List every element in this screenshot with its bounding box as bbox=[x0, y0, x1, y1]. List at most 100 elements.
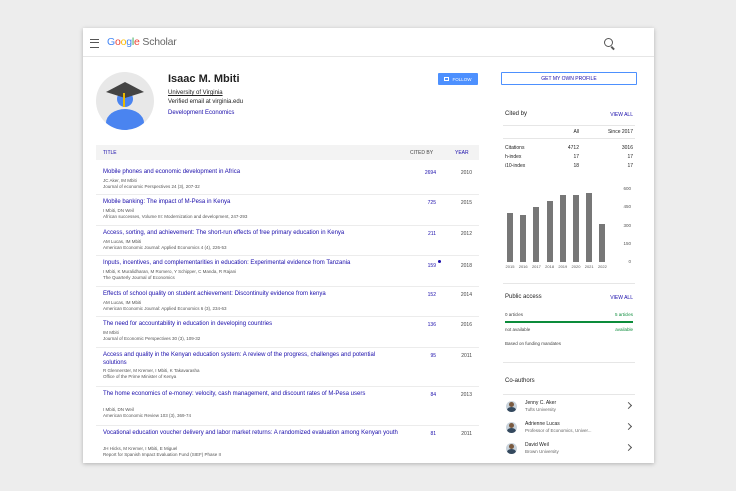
stat-all: 17 bbox=[573, 154, 579, 160]
article-year: 2015 bbox=[460, 200, 472, 206]
coauthor-affiliation: Professor of Economics, Univer... bbox=[525, 428, 592, 433]
cited-by-count[interactable]: 159 bbox=[427, 263, 436, 269]
mail-icon bbox=[444, 77, 450, 81]
stats-col-all: All bbox=[573, 129, 579, 135]
chart-bar-2022[interactable] bbox=[599, 224, 606, 262]
article-title[interactable]: Access, sorting, and achievement: The sh… bbox=[103, 230, 345, 236]
article-title[interactable]: Effects of school quality on student ach… bbox=[103, 291, 326, 297]
cited-by-count[interactable]: 152 bbox=[427, 292, 436, 298]
article-authors: IM Mbiti bbox=[103, 330, 119, 335]
chart-bar-2020[interactable] bbox=[573, 195, 579, 262]
article-authors: I Mbiti, DN Weil bbox=[103, 208, 134, 213]
coauthor-name: Adrienne Lucas bbox=[525, 421, 560, 427]
divider bbox=[503, 138, 635, 139]
pa-available-count: 5 articles bbox=[614, 312, 633, 317]
public-access-header: Public access VIEW ALL bbox=[503, 294, 635, 304]
research-interest-link[interactable]: Development Economics bbox=[168, 110, 235, 116]
article-venue: Journal of Economic Perspectives 30 (3),… bbox=[103, 336, 201, 341]
coauthors-title: Co-authors bbox=[505, 378, 535, 384]
chart-bar-2015[interactable] bbox=[507, 213, 513, 262]
article-venue: American Economic Journal: Applied Econo… bbox=[103, 306, 227, 311]
coauthor-item[interactable]: Jenny C. Aker Tufts University bbox=[503, 397, 635, 417]
articles-table-header: TITLE CITED BY YEAR bbox=[96, 145, 479, 160]
stat-since: 3016 bbox=[621, 145, 633, 151]
table-row: Mobile phones and economic development i… bbox=[96, 165, 479, 195]
cited-by-count[interactable]: 136 bbox=[427, 322, 436, 328]
search-icon[interactable] bbox=[604, 38, 613, 47]
chart-bar-2021[interactable] bbox=[586, 192, 593, 262]
sort-title[interactable]: TITLE bbox=[103, 150, 117, 156]
article-title[interactable]: Inputs, incentives, and complementaritie… bbox=[103, 260, 351, 266]
stat-all: 4712 bbox=[567, 145, 579, 151]
article-authors: I Mbiti, K Muralidharan, M Romero, Y Sch… bbox=[103, 269, 237, 274]
article-title[interactable]: Mobile banking: The impact of M-Pesa in … bbox=[103, 199, 231, 205]
avatar bbox=[506, 443, 517, 454]
chart-bar-2016[interactable] bbox=[520, 214, 527, 262]
avatar bbox=[506, 422, 517, 433]
article-year: 2013 bbox=[460, 392, 472, 398]
article-title[interactable]: Vocational education voucher delivery an… bbox=[103, 430, 398, 436]
article-title[interactable]: Mobile phones and economic development i… bbox=[103, 169, 241, 175]
top-bar: Google Scholar bbox=[83, 28, 654, 57]
chart-y-label: 300 bbox=[623, 222, 631, 228]
coauthor-item[interactable]: David Weil Brown University bbox=[503, 439, 635, 459]
public-access-title: Public access bbox=[505, 294, 542, 300]
table-row: The home economics of e-money: velocity,… bbox=[96, 387, 479, 426]
new-citations-dot bbox=[438, 260, 441, 263]
coauthor-item[interactable]: Adrienne Lucas Professor of Economics, U… bbox=[503, 418, 635, 438]
cited-by-view-all[interactable]: VIEW ALL bbox=[610, 112, 633, 118]
profile-avatar bbox=[96, 72, 154, 130]
sort-year[interactable]: YEAR bbox=[455, 150, 469, 156]
scholar-window: Google Scholar Isaac M. Mbiti University… bbox=[83, 28, 654, 463]
google-scholar-logo[interactable]: Google Scholar bbox=[107, 36, 177, 48]
chevron-right-icon bbox=[624, 443, 633, 452]
sort-cited-by[interactable]: CITED BY bbox=[410, 150, 434, 156]
article-title[interactable]: The need for accountability in education… bbox=[103, 321, 273, 327]
chart-y-label: 600 bbox=[623, 186, 631, 191]
chart-bar-2017[interactable] bbox=[533, 206, 540, 262]
divider bbox=[503, 283, 635, 284]
cited-by-count[interactable]: 95 bbox=[430, 353, 436, 359]
chart-y-label: 150 bbox=[623, 240, 631, 246]
chart-y-label: 450 bbox=[623, 204, 631, 210]
menu-icon[interactable] bbox=[90, 39, 99, 48]
cited-by-title: Cited by bbox=[505, 111, 528, 117]
article-authors: JH Hicks, M Kremer, I Mbiti, E Miguel bbox=[103, 446, 178, 451]
profile-affiliation[interactable]: University of Virginia bbox=[168, 90, 223, 96]
chart-x-label: 2017 bbox=[531, 264, 541, 269]
article-year: 2011 bbox=[461, 353, 472, 359]
cited-by-count[interactable]: 81 bbox=[430, 431, 436, 437]
follow-button[interactable]: FOLLOW bbox=[438, 73, 478, 85]
pa-unavailable-count: 0 articles bbox=[505, 312, 524, 317]
chevron-right-icon bbox=[624, 401, 633, 410]
article-authors: JC Aker, IM Mbiti bbox=[103, 178, 137, 183]
cited-by-count[interactable]: 211 bbox=[428, 231, 436, 237]
cap-tassel bbox=[123, 93, 125, 107]
profile-name: Isaac M. Mbiti bbox=[168, 73, 240, 85]
coauthor-affiliation: Tufts University bbox=[525, 407, 556, 412]
cited-by-count[interactable]: 84 bbox=[430, 392, 436, 398]
divider bbox=[503, 125, 635, 126]
chart-x-label: 2021 bbox=[584, 264, 594, 269]
article-venue: African successes, Volume III: Moderniza… bbox=[103, 214, 248, 219]
chart-bar-2018[interactable] bbox=[546, 200, 553, 262]
profile-email: Verified email at virginia.edu bbox=[168, 99, 244, 105]
get-my-own-profile-button[interactable]: GET MY OWN PROFILE bbox=[501, 72, 637, 85]
article-year: 2016 bbox=[460, 322, 472, 328]
article-year: 2012 bbox=[460, 231, 472, 237]
article-authors: I Mbiti, DN Weil bbox=[103, 407, 134, 412]
pa-note: Based on funding mandates bbox=[505, 341, 562, 346]
divider bbox=[503, 362, 635, 363]
articles-list: Mobile phones and economic development i… bbox=[96, 165, 479, 463]
article-year: 2018 bbox=[460, 263, 472, 269]
article-title[interactable]: Access and quality in the Kenyan educati… bbox=[103, 352, 376, 366]
chart-bar-2019[interactable] bbox=[559, 195, 566, 262]
cited-by-count[interactable]: 2694 bbox=[424, 170, 436, 176]
public-access-view-all[interactable]: VIEW ALL bbox=[610, 295, 633, 301]
table-row: The need for accountability in education… bbox=[96, 317, 479, 348]
article-title[interactable]: The home economics of e-money: velocity,… bbox=[103, 391, 366, 397]
chart-x-label: 2020 bbox=[571, 264, 581, 269]
stats-col-since: Since 2017 bbox=[607, 129, 633, 135]
chevron-right-icon bbox=[624, 422, 633, 431]
cited-by-count[interactable]: 725 bbox=[427, 200, 436, 206]
